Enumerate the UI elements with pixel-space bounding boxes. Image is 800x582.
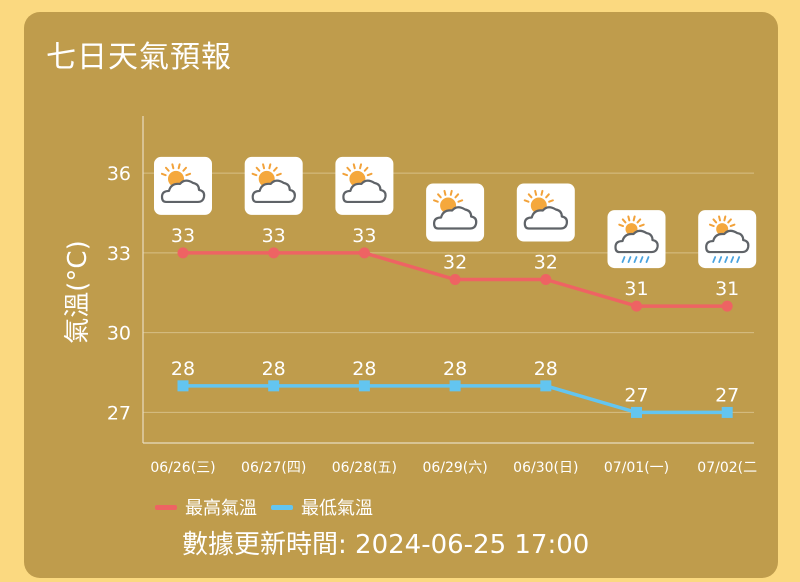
legend-label-high: 最高氣溫 [185, 498, 257, 519]
update-time: 數據更新時間: 2024-06-25 17:00 [182, 530, 590, 560]
y-tick-label: 27 [107, 402, 131, 424]
legend-label-low: 最低氣溫 [301, 498, 373, 519]
forecast-card [24, 12, 778, 578]
high-temp-point [268, 247, 280, 259]
y-axis-label: 氣溫(°C) [63, 240, 93, 343]
rain-cloud-icon [698, 210, 757, 269]
low-temp-label: 28 [443, 358, 467, 380]
x-tick-label: 07/02(二 [697, 460, 757, 476]
low-temp-label: 27 [624, 384, 648, 406]
x-tick-label: 06/29(六) [422, 460, 487, 476]
low-temp-label: 28 [262, 358, 286, 380]
y-tick-label: 30 [107, 323, 131, 345]
high-temp-label: 31 [624, 278, 648, 300]
low-temp-label: 27 [715, 384, 739, 406]
low-temp-point [721, 406, 733, 418]
page-title: 七日天氣預報 [46, 40, 232, 75]
x-tick-label: 06/26(三) [150, 460, 215, 476]
x-tick-label: 06/27(四) [241, 460, 306, 476]
low-temp-label: 28 [171, 358, 195, 380]
high-temp-label: 32 [534, 252, 558, 274]
high-temp-label: 32 [443, 252, 467, 274]
low-temp-point [540, 380, 552, 392]
high-temp-point [540, 274, 552, 285]
legend-swatch-low [271, 504, 293, 510]
high-temp-point [358, 247, 370, 259]
legend-swatch-high [155, 504, 177, 510]
legend: 最高氣溫 最低氣溫 [155, 494, 373, 520]
high-temp-point [631, 300, 642, 312]
legend-item-high[interactable]: 最高氣溫 [155, 494, 257, 520]
x-tick-label: 06/28(五) [332, 460, 397, 476]
high-temp-label: 31 [715, 278, 739, 300]
low-temp-label: 28 [352, 358, 376, 380]
partly-cloudy-icon [154, 156, 212, 215]
y-tick-label: 33 [107, 243, 131, 265]
high-temp-label: 33 [262, 225, 286, 247]
partly-cloudy-icon [244, 156, 303, 215]
high-temp-label: 33 [352, 225, 376, 247]
x-tick-label: 07/01(一) [604, 460, 669, 476]
high-temp-point [177, 247, 189, 259]
low-temp-point [631, 406, 642, 418]
x-tick-label: 06/30(日) [513, 460, 578, 476]
high-temp-label: 33 [171, 225, 195, 247]
partly-cloudy-icon [335, 156, 394, 215]
high-temp-point [721, 300, 733, 312]
y-tick-label: 36 [107, 163, 131, 185]
low-temp-point [268, 380, 280, 392]
low-temp-point [358, 380, 370, 392]
low-temp-point [449, 380, 461, 392]
legend-item-low[interactable]: 最低氣溫 [271, 494, 373, 520]
partly-cloudy-icon [516, 183, 575, 242]
partly-cloudy-icon [426, 183, 485, 242]
high-temp-point [449, 274, 461, 285]
low-temp-point [177, 380, 189, 392]
low-temp-label: 28 [534, 358, 558, 380]
rain-cloud-icon [607, 210, 666, 269]
